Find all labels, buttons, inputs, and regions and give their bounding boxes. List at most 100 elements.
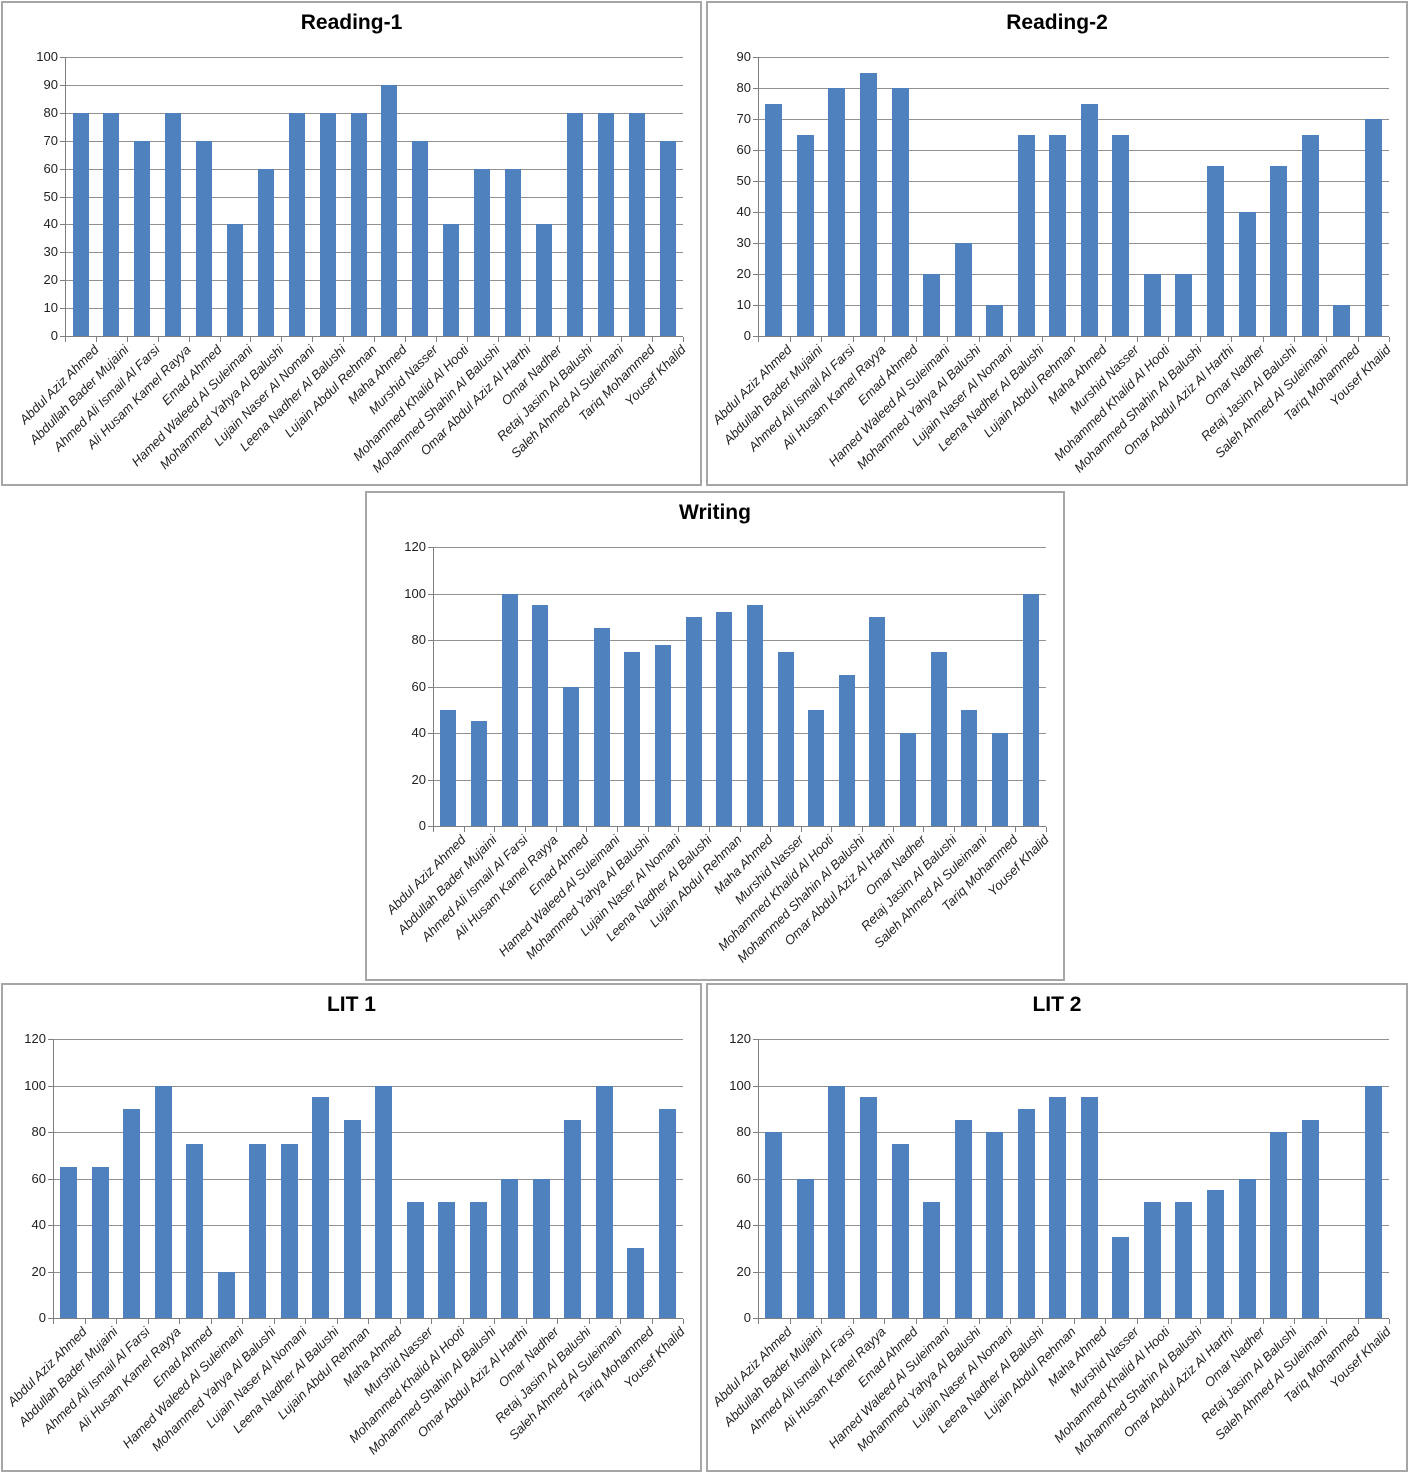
gridline [53, 1132, 683, 1133]
y-axis-label: 100 [24, 1077, 46, 1093]
chart-reading-1: Reading-1 0 10 20 30 40 50 60 70 80 90 100 Abdul Az… [1, 1, 702, 486]
bar [1207, 165, 1224, 336]
y-axis-label: 20 [31, 1263, 46, 1279]
y-axis-label: 60 [411, 678, 426, 694]
chart-title: Reading-1 [300, 11, 403, 34]
x-axis-tick [590, 337, 592, 342]
gridline [433, 733, 1046, 734]
x-axis-tick [528, 337, 530, 342]
y-axis-label: 40 [736, 1217, 751, 1232]
bar [440, 709, 457, 827]
chart-lit-1: LIT 1 0 20 40 60 80 100 120 Abdul Aziz Ahmed Abd… [1, 983, 702, 1472]
y-axis-label: 100 [36, 49, 58, 64]
x-axis-line [758, 336, 1389, 337]
y-axis-tick [753, 150, 758, 151]
x-axis-tick [923, 827, 925, 832]
x-axis-tick [53, 1319, 54, 1324]
y-axis-label: 90 [43, 76, 58, 92]
bar [103, 112, 120, 336]
y-axis-tick [60, 280, 65, 282]
bar [624, 651, 641, 826]
x-axis-tick [242, 1319, 243, 1324]
gridline [758, 212, 1389, 213]
bar [954, 243, 972, 336]
x-axis-tick [708, 827, 710, 832]
gridline [758, 305, 1389, 306]
gridline [758, 1085, 1389, 1087]
y-axis-label: 50 [736, 173, 751, 188]
x-axis-tick [1199, 337, 1201, 342]
bar [186, 1143, 204, 1318]
bar [312, 1097, 330, 1318]
bar [1238, 1178, 1256, 1318]
y-axis-line [433, 547, 434, 826]
y-axis-tick [753, 1132, 758, 1133]
x-axis-tick [821, 1319, 823, 1324]
x-axis-line [433, 826, 1046, 827]
y-axis-label: 20 [43, 272, 58, 288]
x-axis-tick [862, 827, 864, 832]
x-axis-tick [758, 337, 759, 342]
bar [1333, 305, 1351, 336]
x-axis-tick [789, 1319, 791, 1324]
bar [1017, 134, 1035, 336]
y-axis-tick [48, 1225, 53, 1226]
gridline [65, 168, 683, 170]
y-axis-label: 0 [743, 328, 751, 343]
bar [1364, 119, 1382, 336]
y-axis-tick [753, 1225, 758, 1226]
y-axis-tick [428, 686, 433, 688]
x-axis-tick [1168, 1319, 1170, 1324]
bar [869, 616, 886, 827]
bar [566, 112, 583, 336]
x-axis-tick [466, 337, 468, 342]
x-axis-tick [852, 1319, 854, 1324]
bar [564, 1120, 582, 1318]
bar [406, 1201, 424, 1319]
y-axis-line [758, 57, 759, 336]
y-axis-label: 80 [736, 1124, 751, 1139]
x-axis-tick [1357, 337, 1359, 342]
y-axis-tick [60, 336, 65, 337]
y-axis-tick [753, 88, 758, 89]
chart-writing: Writing 0 20 40 60 80 100 120 Abdul Aziz Ahmed A… [365, 491, 1065, 981]
y-axis-tick [60, 112, 65, 114]
x-axis-tick [1073, 337, 1075, 342]
x-axis-tick [1168, 337, 1170, 342]
x-axis-tick [978, 337, 980, 342]
x-axis-tick [1231, 337, 1233, 342]
x-axis-tick [84, 1319, 86, 1324]
gridline [53, 1271, 683, 1273]
bar [1022, 593, 1039, 826]
bar [443, 224, 460, 336]
y-axis-label: 120 [24, 1031, 46, 1046]
gridline [65, 112, 683, 114]
y-axis-line [53, 1039, 54, 1318]
gridline [758, 57, 1389, 58]
x-axis-tick [1357, 1319, 1359, 1324]
x-axis-tick [1262, 1319, 1264, 1324]
y-axis-label: 10 [43, 300, 58, 316]
bar [469, 1201, 487, 1319]
bar [1112, 1236, 1130, 1318]
x-axis-tick [250, 337, 252, 342]
bar [501, 593, 518, 826]
y-axis-label: 70 [736, 111, 751, 126]
bar [438, 1201, 456, 1319]
x-axis-tick [157, 337, 159, 342]
bar [280, 1143, 298, 1318]
x-axis-tick [978, 1319, 980, 1324]
bar [91, 1166, 109, 1318]
bar [1080, 1097, 1098, 1318]
gridline [758, 1132, 1389, 1133]
y-axis-tick [60, 57, 65, 58]
bar [961, 709, 978, 827]
gridline [433, 593, 1046, 595]
x-axis-tick [188, 337, 190, 342]
x-axis-tick [588, 1319, 590, 1324]
bar [838, 674, 855, 826]
bar [777, 651, 794, 826]
y-axis-tick [48, 1271, 53, 1273]
bar [930, 651, 947, 826]
